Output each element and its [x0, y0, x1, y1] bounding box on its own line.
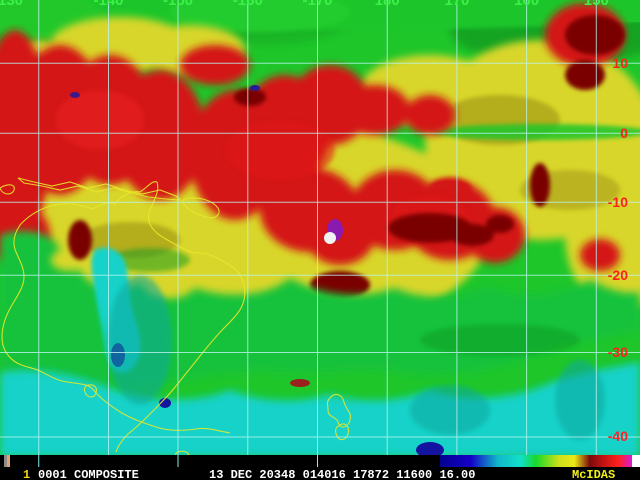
svg-text:0: 0 [620, 125, 628, 141]
svg-text:-20: -20 [608, 267, 628, 283]
svg-text:1: 1 [23, 468, 30, 480]
svg-text:13 DEC 20348 014016 17872 1: 13 DEC 20348 014016 17872 11600 16.00 [209, 468, 475, 480]
svg-text:160: 160 [514, 0, 539, 9]
svg-text:-40: -40 [608, 428, 628, 444]
svg-text:-150: -150 [163, 0, 193, 9]
svg-text:0001 COMPOSITE: 0001 COMPOSITE [38, 468, 139, 480]
svg-text:-130: -130 [0, 0, 23, 9]
svg-text:150: 150 [584, 0, 609, 9]
svg-text:170: 170 [444, 0, 469, 9]
svg-text:-30: -30 [608, 344, 628, 360]
svg-text:-160: -160 [233, 0, 263, 9]
svg-text:10: 10 [612, 55, 628, 71]
svg-text:180: 180 [375, 0, 400, 9]
svg-text:-170: -170 [302, 0, 332, 9]
svg-text:-10: -10 [608, 194, 628, 210]
svg-text:-140: -140 [93, 0, 123, 9]
svg-text:McIDAS: McIDAS [572, 468, 615, 480]
